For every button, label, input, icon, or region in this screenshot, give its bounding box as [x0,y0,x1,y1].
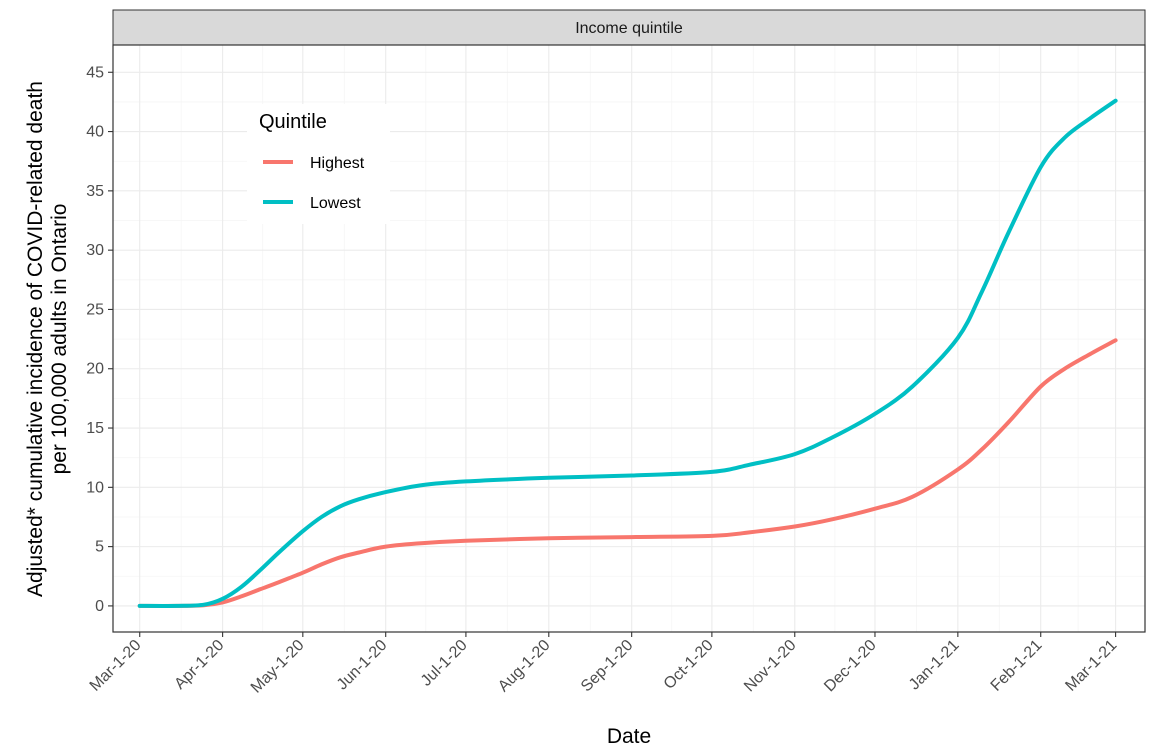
series-line-lowest [137,98,1118,608]
x-axis-title: Date [607,725,651,748]
y-tick-label: 30 [86,242,104,259]
x-tick-label: Jan-1-21 [906,637,963,694]
series-lines [137,98,1118,608]
plot-panel-border [112,44,1146,633]
x-axis: Mar-1-20 Apr-1-20 May-1-20 Jun-1-20 Jul-1-20… [87,632,1121,697]
x-tick-label: Jul-1-20 [418,637,471,690]
legend: Quintile Highest Lowest [247,104,390,224]
x-tick-label: Aug-1-20 [495,637,554,696]
y-axis-title-line-1: Adjusted* cumulative incidence of COVID-… [24,81,47,597]
x-tick-label: Sep-1-20 [578,637,637,696]
y-tick-label: 45 [86,64,104,81]
y-tick-label: 35 [86,183,104,200]
x-tick-label: Mar-1-21 [1063,637,1121,695]
y-tick-label: 25 [86,301,104,318]
y-tick-label: 0 [95,598,104,615]
x-tick-label: Dec-1-20 [821,637,880,696]
x-tick-label: Mar-1-20 [87,637,145,695]
y-axis: 0 5 10 15 20 25 30 35 40 45 [86,64,113,615]
y-tick-label: 40 [86,124,104,141]
y-tick-label: 10 [86,479,104,496]
x-tick-label: Jun-1-20 [334,637,391,694]
grid-major [113,45,1145,632]
y-tick-label: 20 [86,361,104,378]
legend-title: Quintile [259,111,327,133]
y-tick-label: 15 [86,420,104,437]
legend-item-highest: Highest [263,155,365,172]
x-tick-label: Feb-1-21 [988,637,1046,695]
y-tick-label: 5 [95,539,104,556]
facet-title: Income quintile [575,20,683,37]
y-axis-title: Adjusted* cumulative incidence of COVID-… [24,81,71,597]
strip-background [112,9,1146,46]
legend-label-highest: Highest [310,155,365,172]
x-tick-label: Nov-1-20 [741,637,800,696]
y-axis-title-line-2: per 100,000 adults in Ontario [48,204,71,475]
series-line-highest [137,338,1118,608]
legend-item-lowest: Lowest [263,195,361,212]
legend-label-lowest: Lowest [310,195,361,212]
x-tick-label: Oct-1-20 [661,637,717,693]
x-tick-label: May-1-20 [248,637,308,697]
x-tick-label: Apr-1-20 [171,637,227,693]
